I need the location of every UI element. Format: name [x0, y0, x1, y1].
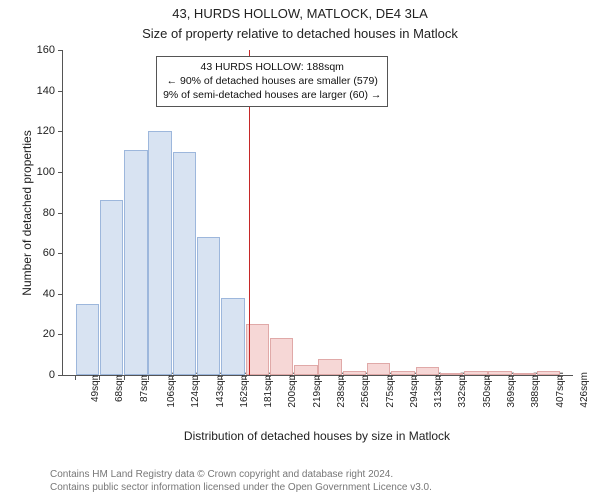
attribution-footer: Contains HM Land Registry data © Crown c… — [50, 468, 600, 494]
x-tick-label: 313sqm — [433, 372, 444, 408]
annotation-line1: 43 HURDS HOLLOW: 188sqm — [163, 60, 381, 74]
histogram-bar — [537, 371, 560, 375]
x-tick — [124, 375, 125, 380]
x-tick-label: 256sqm — [360, 372, 371, 408]
x-tick-label: 106sqm — [166, 372, 177, 408]
x-tick — [148, 375, 149, 380]
y-tick-label: 40 — [43, 288, 63, 300]
histogram-bar — [343, 371, 366, 375]
histogram-bar — [270, 338, 293, 375]
annotation-line2: ← 90% of detached houses are smaller (57… — [163, 74, 381, 88]
x-tick — [439, 375, 440, 380]
histogram-bar — [100, 200, 123, 375]
x-tick — [318, 375, 319, 380]
x-tick — [269, 375, 270, 380]
x-tick — [294, 375, 295, 380]
x-tick-label: 143sqm — [214, 372, 225, 408]
x-tick — [512, 375, 513, 380]
y-tick-label: 0 — [49, 369, 63, 381]
y-tick-label: 140 — [37, 85, 63, 97]
x-tick-label: 219sqm — [311, 372, 322, 408]
histogram-bar — [173, 152, 196, 375]
x-tick-label: 369sqm — [506, 372, 517, 408]
plot-area: 02040608010012014016049sqm68sqm87sqm106s… — [62, 50, 573, 376]
x-tick-label: 426sqm — [579, 372, 590, 408]
y-tick-label: 100 — [37, 166, 63, 178]
x-tick — [99, 375, 100, 380]
x-tick — [561, 375, 562, 380]
y-axis-label: Number of detached properties — [20, 130, 34, 295]
x-tick-label: 350sqm — [481, 372, 492, 408]
x-tick-label: 294sqm — [409, 372, 420, 408]
attribution-line1: Contains HM Land Registry data © Crown c… — [50, 468, 600, 481]
x-tick — [221, 375, 222, 380]
x-tick-label: 238sqm — [336, 372, 347, 408]
x-tick-label: 181sqm — [263, 372, 274, 408]
annotation-box: 43 HURDS HOLLOW: 188sqm← 90% of detached… — [156, 56, 388, 107]
x-tick — [245, 375, 246, 380]
histogram-bar — [197, 237, 220, 375]
histogram-bar — [124, 150, 147, 375]
x-tick — [75, 375, 76, 380]
y-tick-label: 120 — [37, 125, 63, 137]
x-tick — [342, 375, 343, 380]
y-tick-label: 20 — [43, 328, 63, 340]
histogram-bar — [416, 367, 439, 375]
histogram-bar — [76, 304, 99, 375]
histogram-bar — [464, 371, 487, 375]
x-tick-label: 332sqm — [457, 372, 468, 408]
annotation-line3: 9% of semi-detached houses are larger (6… — [163, 88, 381, 102]
chart-title-line1: 43, HURDS HOLLOW, MATLOCK, DE4 3LA — [0, 6, 600, 21]
histogram-bar — [488, 371, 511, 375]
x-tick — [415, 375, 416, 380]
histogram-bar — [367, 363, 390, 375]
x-tick — [537, 375, 538, 380]
histogram-bar — [318, 359, 341, 375]
chart-title-line2: Size of property relative to detached ho… — [0, 26, 600, 41]
x-tick-label: 200sqm — [287, 372, 298, 408]
x-tick — [197, 375, 198, 380]
x-axis-label: Distribution of detached houses by size … — [62, 429, 572, 443]
x-tick — [488, 375, 489, 380]
x-tick-label: 388sqm — [530, 372, 541, 408]
x-tick — [391, 375, 392, 380]
x-tick — [464, 375, 465, 380]
x-tick-label: 407sqm — [554, 372, 565, 408]
histogram-bar — [221, 298, 244, 375]
y-tick-label: 160 — [37, 44, 63, 56]
y-tick-label: 60 — [43, 247, 63, 259]
attribution-line2: Contains public sector information licen… — [50, 481, 600, 494]
histogram-bar — [148, 131, 171, 375]
histogram-bar — [440, 373, 463, 375]
x-tick — [172, 375, 173, 380]
histogram-bar — [513, 373, 536, 375]
x-tick-label: 275sqm — [384, 372, 395, 408]
histogram-bar — [391, 371, 414, 375]
x-tick — [367, 375, 368, 380]
y-tick-label: 80 — [43, 207, 63, 219]
histogram-bar — [294, 365, 317, 375]
x-tick-label: 162sqm — [239, 372, 250, 408]
x-tick-label: 124sqm — [190, 372, 201, 408]
